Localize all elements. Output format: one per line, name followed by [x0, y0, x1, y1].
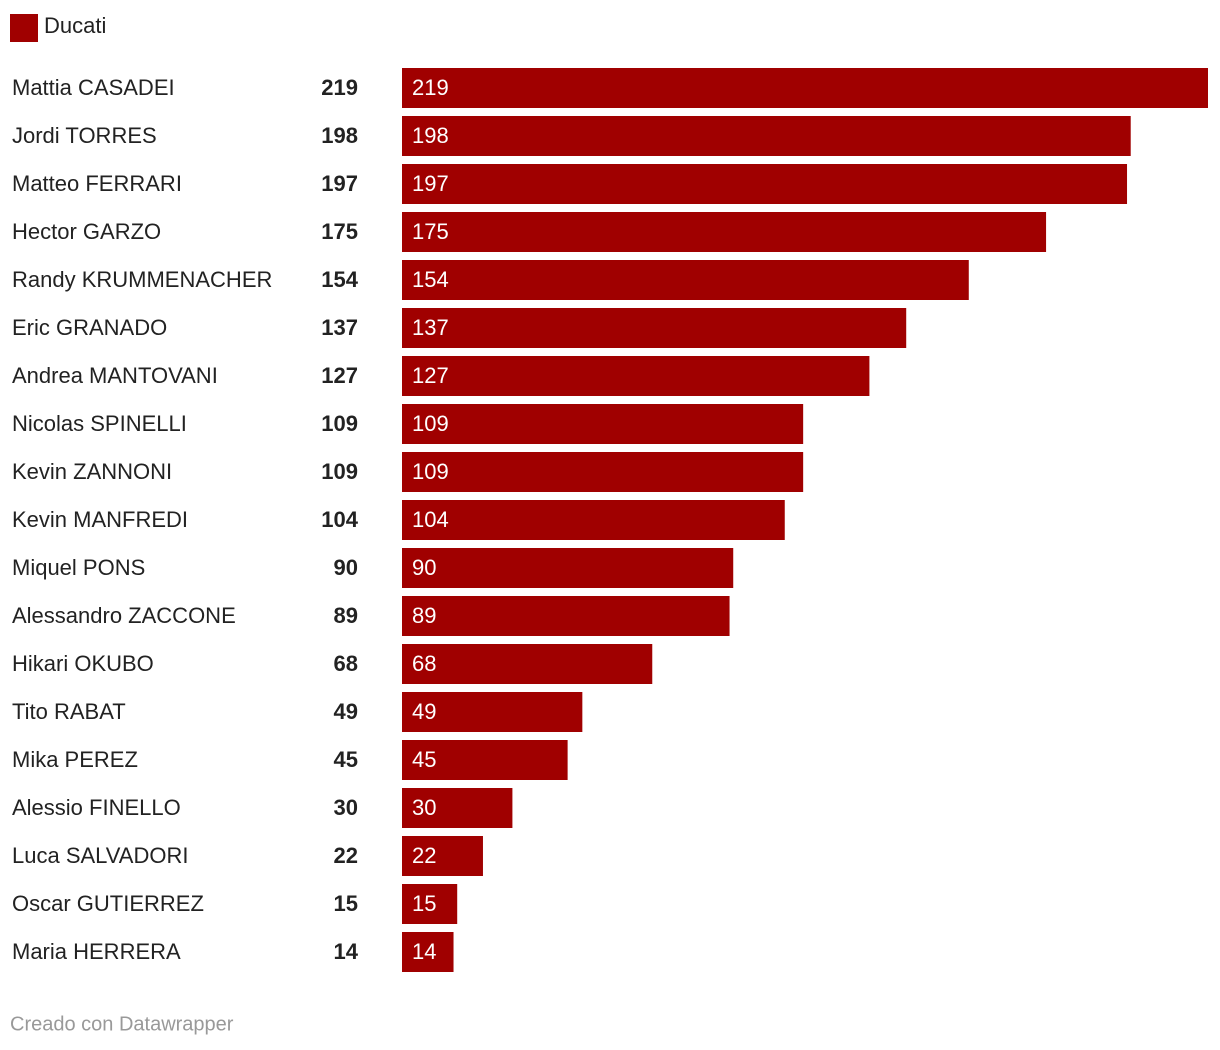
category-label: Nicolas SPINELLI [12, 411, 187, 436]
category-label: Kevin ZANNONI [12, 459, 172, 484]
value-column: 137 [321, 315, 358, 340]
value-column: 90 [334, 555, 358, 580]
category-label: Jordi TORRES [12, 123, 157, 148]
bar [402, 836, 483, 876]
bar-value-label: 14 [412, 939, 436, 964]
bar [402, 500, 785, 540]
bar-value-label: 198 [412, 123, 449, 148]
bar-value-label: 175 [412, 219, 449, 244]
value-column: 104 [321, 507, 358, 532]
credit: Creado con Datawrapper [10, 1013, 234, 1035]
bar-value-label: 68 [412, 651, 436, 676]
bar [402, 740, 568, 780]
legend-label: Ducati [44, 13, 106, 38]
bar-value-label: 137 [412, 315, 449, 340]
value-column: 154 [321, 267, 358, 292]
bar-value-label: 109 [412, 411, 449, 436]
value-column: 89 [334, 603, 358, 628]
category-label: Luca SALVADORI [12, 843, 188, 868]
category-label: Hector GARZO [12, 219, 161, 244]
value-column: 22 [334, 843, 358, 868]
category-label: Oscar GUTIERREZ [12, 891, 204, 916]
bar [402, 596, 730, 636]
bar [402, 932, 454, 972]
value-column: 68 [334, 651, 358, 676]
category-label: Maria HERRERA [12, 939, 181, 964]
value-column: 30 [334, 795, 358, 820]
category-label: Kevin MANFREDI [12, 507, 188, 532]
category-label: Matteo FERRARI [12, 171, 182, 196]
value-column: 127 [321, 363, 358, 388]
bar-value-label: 197 [412, 171, 449, 196]
value-column: 109 [321, 459, 358, 484]
category-label: Miquel PONS [12, 555, 145, 580]
value-column: 175 [321, 219, 358, 244]
value-column: 219 [321, 75, 358, 100]
value-column: 45 [334, 747, 358, 772]
category-label: Mika PEREZ [12, 747, 138, 772]
bar-value-label: 154 [412, 267, 449, 292]
value-column: 15 [334, 891, 358, 916]
bar-value-label: 45 [412, 747, 436, 772]
bar [402, 164, 1128, 204]
bar [402, 644, 653, 684]
bar [402, 788, 513, 828]
category-label: Tito RABAT [12, 699, 126, 724]
bar-value-label: 104 [412, 507, 449, 532]
value-column: 198 [321, 123, 358, 148]
bar-value-label: 219 [412, 75, 449, 100]
bar [402, 404, 804, 444]
value-column: 197 [321, 171, 358, 196]
bar-value-label: 15 [412, 891, 436, 916]
bar-value-label: 30 [412, 795, 436, 820]
bar [402, 548, 734, 588]
legend-swatch [10, 14, 38, 42]
bar [402, 260, 969, 300]
category-label: Alessio FINELLO [12, 795, 181, 820]
category-label: Alessandro ZACCONE [12, 603, 236, 628]
bar-value-label: 49 [412, 699, 436, 724]
bar-value-label: 127 [412, 363, 449, 388]
value-column: 14 [334, 939, 359, 964]
bar [402, 68, 1208, 108]
bar [402, 692, 583, 732]
bar [402, 212, 1047, 252]
category-label: Randy KRUMMENACHER [12, 267, 272, 292]
bar [402, 308, 907, 348]
bar [402, 356, 870, 396]
bar-value-label: 22 [412, 843, 436, 868]
value-column: 109 [321, 411, 358, 436]
bar-value-label: 109 [412, 459, 449, 484]
bar [402, 884, 458, 924]
category-label: Mattia CASADEI [12, 75, 175, 100]
category-label: Hikari OKUBO [12, 651, 154, 676]
bar [402, 452, 804, 492]
value-column: 49 [334, 699, 358, 724]
bar-value-label: 90 [412, 555, 436, 580]
bar-value-label: 89 [412, 603, 436, 628]
category-label: Eric GRANADO [12, 315, 167, 340]
bar [402, 116, 1131, 156]
category-label: Andrea MANTOVANI [12, 363, 218, 388]
